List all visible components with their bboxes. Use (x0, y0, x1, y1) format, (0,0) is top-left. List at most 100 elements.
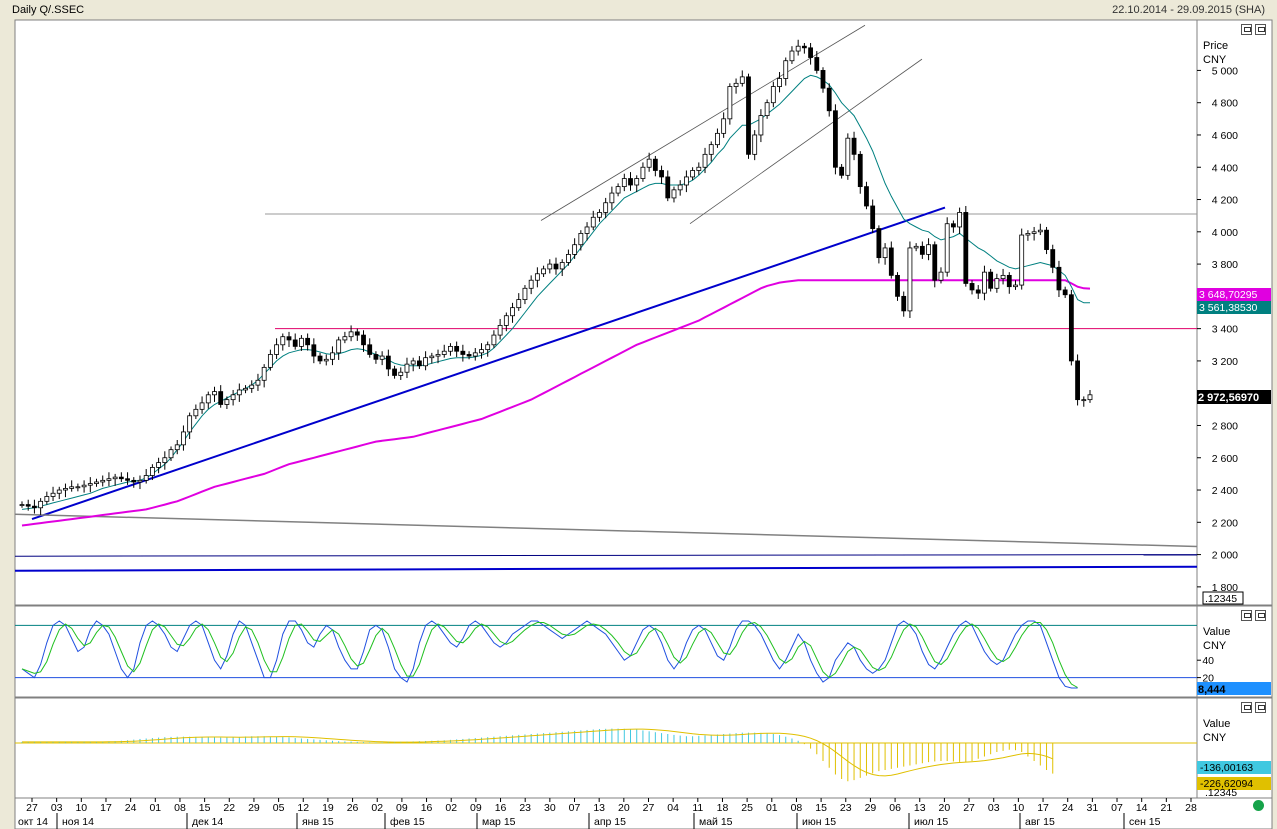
ma-long-value: 3 648,70295 (1199, 289, 1258, 301)
stoch-value-badge (1197, 682, 1271, 695)
last-price-value: 2 972,56970 (1198, 392, 1259, 404)
x-day-label: 06 (889, 802, 901, 814)
candle-body (44, 496, 50, 502)
candle-body (25, 504, 31, 507)
candle-body (770, 86, 776, 104)
candle-body (280, 336, 286, 346)
price-panel-maximize-icon[interactable] (1255, 24, 1266, 35)
candle-body (752, 134, 758, 155)
x-day-label: 10 (1013, 802, 1025, 814)
candle-body (857, 153, 863, 188)
candle-body (32, 505, 37, 509)
x-day-label: 05 (273, 802, 285, 814)
stoch-panel-restore-icon[interactable] (1241, 610, 1252, 621)
candle-body (833, 110, 838, 168)
x-month-label: апр 15 (594, 816, 626, 828)
stoch-value: 8,444 (1198, 684, 1226, 696)
channel-lower (689, 58, 923, 225)
candle-body (106, 478, 112, 481)
candle-body (808, 47, 813, 58)
x-month-label: мар 15 (482, 816, 516, 828)
candle-body (696, 166, 702, 171)
candle-body (416, 360, 422, 367)
price-ytick-label: 4 000 (1212, 227, 1238, 239)
x-day-label: 23 (840, 802, 852, 814)
x-day-label: 08 (791, 802, 803, 814)
candle-body (590, 216, 596, 228)
candle-body (758, 115, 764, 136)
x-day-label: 03 (988, 802, 1000, 814)
x-month-label: июн 15 (802, 816, 836, 828)
x-day-label: 28 (1185, 802, 1197, 814)
candle-body (721, 118, 727, 134)
macd-value-badge-1 (1197, 761, 1271, 774)
price-panel[interactable] (14, 19, 1198, 606)
candle-body (181, 431, 186, 446)
candle-body (764, 102, 770, 117)
candle-body (162, 457, 168, 463)
candle-body (683, 176, 689, 186)
macd-panel[interactable] (14, 697, 1198, 799)
candle-body (621, 178, 627, 188)
candle-body (739, 76, 745, 84)
candle-body (367, 344, 373, 355)
candle-body (63, 488, 68, 491)
ma-short-value: 3 561,38530 (1199, 302, 1258, 314)
stoch-panel-maximize-icon[interactable] (1255, 610, 1266, 621)
candle-body (634, 178, 640, 186)
candle-body (926, 244, 931, 255)
x-month-label: июл 15 (914, 816, 948, 828)
candle-body (441, 350, 447, 355)
x-day-label: 17 (1037, 802, 1049, 814)
candle-body (299, 337, 304, 347)
candle-body (1068, 294, 1074, 362)
date-range: 22.10.2014 - 29.09.2015 (SHA) (1112, 4, 1265, 16)
price-panel-restore-icon[interactable] (1241, 24, 1252, 35)
x-day-label: 12 (297, 802, 309, 814)
candle-body (385, 355, 391, 370)
candle-body (69, 486, 75, 489)
candle-body (249, 384, 255, 389)
macd-panel-maximize-icon[interactable] (1255, 702, 1266, 713)
price-ytick-label: 2 600 (1212, 453, 1238, 465)
candle-body (628, 178, 633, 186)
candle-body (876, 228, 882, 259)
candle-body (901, 295, 907, 312)
price-ytick-label: 3 800 (1212, 259, 1238, 271)
candle-body (255, 379, 261, 386)
candle-body (975, 289, 981, 294)
stoch-axis-title: Value (1203, 626, 1230, 638)
x-day-label: 03 (51, 802, 63, 814)
candle-body (1031, 231, 1037, 234)
candle-body (149, 467, 155, 476)
candle-body (547, 263, 553, 270)
candle-body (454, 345, 460, 352)
x-day-label: 01 (149, 802, 161, 814)
candle-body (205, 394, 211, 404)
x-day-label: 14 (1136, 802, 1148, 814)
candle-body (503, 315, 509, 326)
candle-body (143, 475, 149, 481)
candle-body (615, 186, 621, 194)
candle-body (212, 391, 217, 396)
macd-panel-restore-icon[interactable] (1241, 702, 1252, 713)
price-axis-title: Price (1203, 40, 1228, 52)
stoch-k-line (21, 620, 1078, 689)
candle-body (243, 387, 248, 391)
candle-body (81, 484, 87, 488)
candle-body (87, 483, 93, 486)
candle-body (1075, 360, 1080, 401)
candle-body (118, 476, 124, 480)
candle-body (746, 76, 751, 155)
stoch-panel[interactable] (14, 605, 1198, 698)
candle-body (584, 226, 590, 234)
candle-body (789, 50, 795, 62)
candle-body (448, 345, 453, 352)
candle-body (317, 355, 323, 362)
macd-value-2: -226,62094 (1200, 778, 1253, 790)
macd-signal-line (22, 728, 1053, 777)
candle-body (870, 205, 876, 229)
x-day-label: 26 (347, 802, 359, 814)
candle-body (814, 57, 820, 71)
